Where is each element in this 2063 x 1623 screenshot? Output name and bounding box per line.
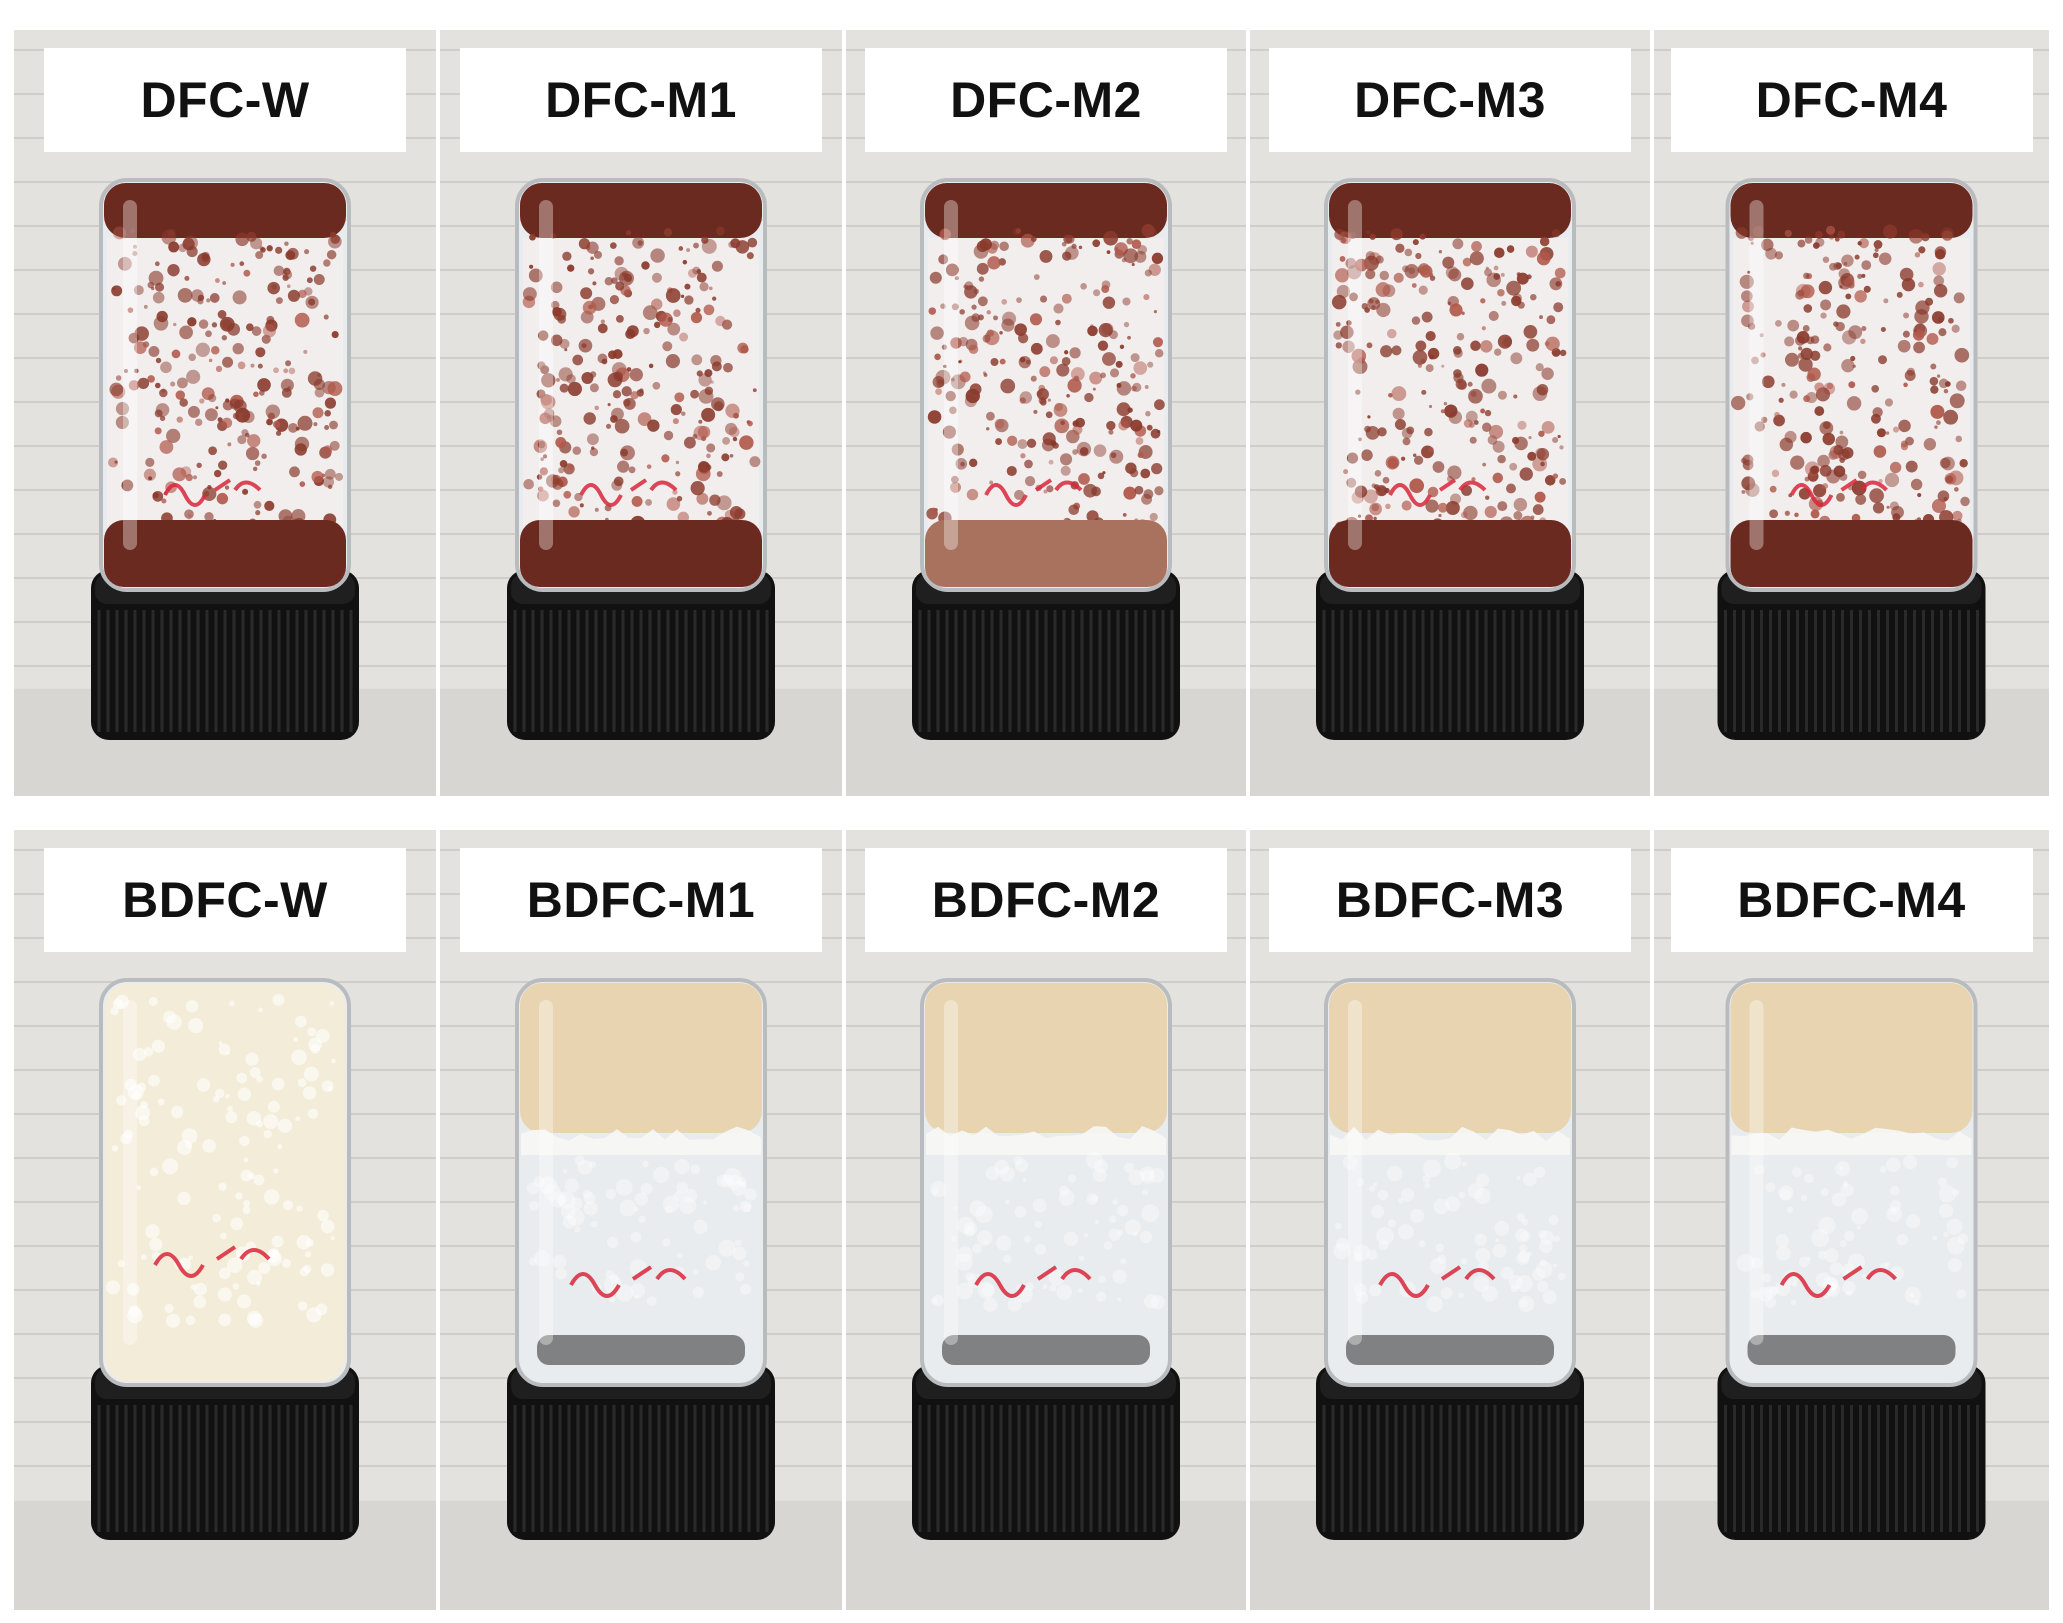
panel-label: BDFC-M1: [460, 848, 822, 952]
photo-panel-dfc-m3: DFC-M3: [1250, 30, 1650, 796]
panel-label: DFC-M3: [1269, 48, 1631, 152]
vial-photo: [440, 30, 842, 796]
vial-photo: [14, 30, 436, 796]
photo-panel-dfc-m2: DFC-M2: [846, 30, 1246, 796]
figure-grid: DFC-W DFC-M1 DFC-M2 DFC-M3 DFC-M4 BDFC-W…: [14, 30, 2049, 1610]
vial-photo: [1250, 30, 1650, 796]
panel-label: DFC-M4: [1670, 48, 2033, 152]
photo-panel-bdfc-m3: BDFC-M3: [1250, 830, 1650, 1610]
panel-label: BDFC-M4: [1670, 848, 2033, 952]
panel-label: BDFC-W: [44, 848, 406, 952]
photo-panel-bdfc-m4: BDFC-M4: [1654, 830, 2049, 1610]
photo-panel-dfc-m4: DFC-M4: [1654, 30, 2049, 796]
vial-photo: [440, 830, 842, 1610]
photo-panel-bdfc-w: BDFC-W: [14, 830, 436, 1610]
photo-panel-bdfc-m2: BDFC-M2: [846, 830, 1246, 1610]
vial-photo: [1654, 830, 2049, 1610]
vial-photo: [846, 830, 1246, 1610]
panel-label: DFC-W: [44, 48, 406, 152]
vial-photo: [846, 30, 1246, 796]
panel-label: DFC-M1: [460, 48, 822, 152]
vial-photo: [1250, 830, 1650, 1610]
panel-label: DFC-M2: [865, 48, 1227, 152]
photo-panel-dfc-w: DFC-W: [14, 30, 436, 796]
photo-panel-bdfc-m1: BDFC-M1: [440, 830, 842, 1610]
photo-panel-dfc-m1: DFC-M1: [440, 30, 842, 796]
vial-photo: [1654, 30, 2049, 796]
vial-photo: [14, 830, 436, 1610]
panel-label: BDFC-M2: [865, 848, 1227, 952]
panel-label: BDFC-M3: [1269, 848, 1631, 952]
